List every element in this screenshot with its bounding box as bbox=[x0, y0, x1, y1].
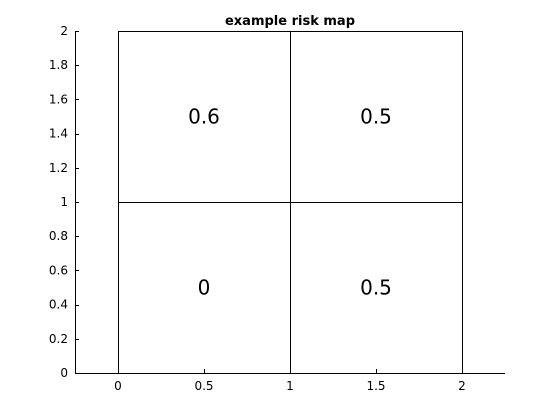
y-tick-label-7: 1.4 bbox=[49, 127, 68, 141]
x-axis-ticks: 0 0.5 1 1.5 2 bbox=[114, 369, 466, 393]
cell-rect-2 bbox=[118, 202, 291, 374]
y-tick-label-0: 0 bbox=[60, 366, 68, 380]
cells: 0.6 0.5 0 0.5 bbox=[118, 31, 463, 374]
y-tick-label-10: 2 bbox=[60, 24, 68, 38]
y-tick-label-1: 0.2 bbox=[49, 332, 68, 346]
cell-value-label-3: 0.5 bbox=[360, 276, 392, 300]
cell-value-label-1: 0.5 bbox=[360, 105, 392, 129]
cell-rect-0 bbox=[118, 31, 291, 203]
y-axis-ticks: 0 0.2 0.4 0.6 0.8 1 1.2 1.4 1.6 1.8 2 bbox=[49, 24, 79, 380]
cell-value-label-2: 0 bbox=[198, 276, 211, 300]
y-tick-label-4: 0.8 bbox=[49, 229, 68, 243]
y-tick-label-8: 1.6 bbox=[49, 92, 68, 106]
chart-title: example risk map bbox=[225, 14, 355, 29]
cell-value-label-0: 0.6 bbox=[188, 105, 220, 129]
y-tick-label-6: 1.2 bbox=[49, 161, 68, 175]
x-tick-label-1: 0.5 bbox=[194, 379, 213, 393]
x-tick-label-3: 1.5 bbox=[366, 379, 385, 393]
y-tick-label-5: 1 bbox=[60, 195, 68, 209]
y-tick-label-2: 0.4 bbox=[49, 298, 68, 312]
x-tick-label-2: 1 bbox=[286, 379, 294, 393]
cell-rect-1 bbox=[290, 31, 463, 203]
cell-rect-3 bbox=[290, 202, 463, 374]
x-tick-label-4: 2 bbox=[458, 379, 466, 393]
y-tick-label-9: 1.8 bbox=[49, 58, 68, 72]
x-tick-label-0: 0 bbox=[114, 379, 122, 393]
y-tick-label-3: 0.6 bbox=[49, 263, 68, 277]
